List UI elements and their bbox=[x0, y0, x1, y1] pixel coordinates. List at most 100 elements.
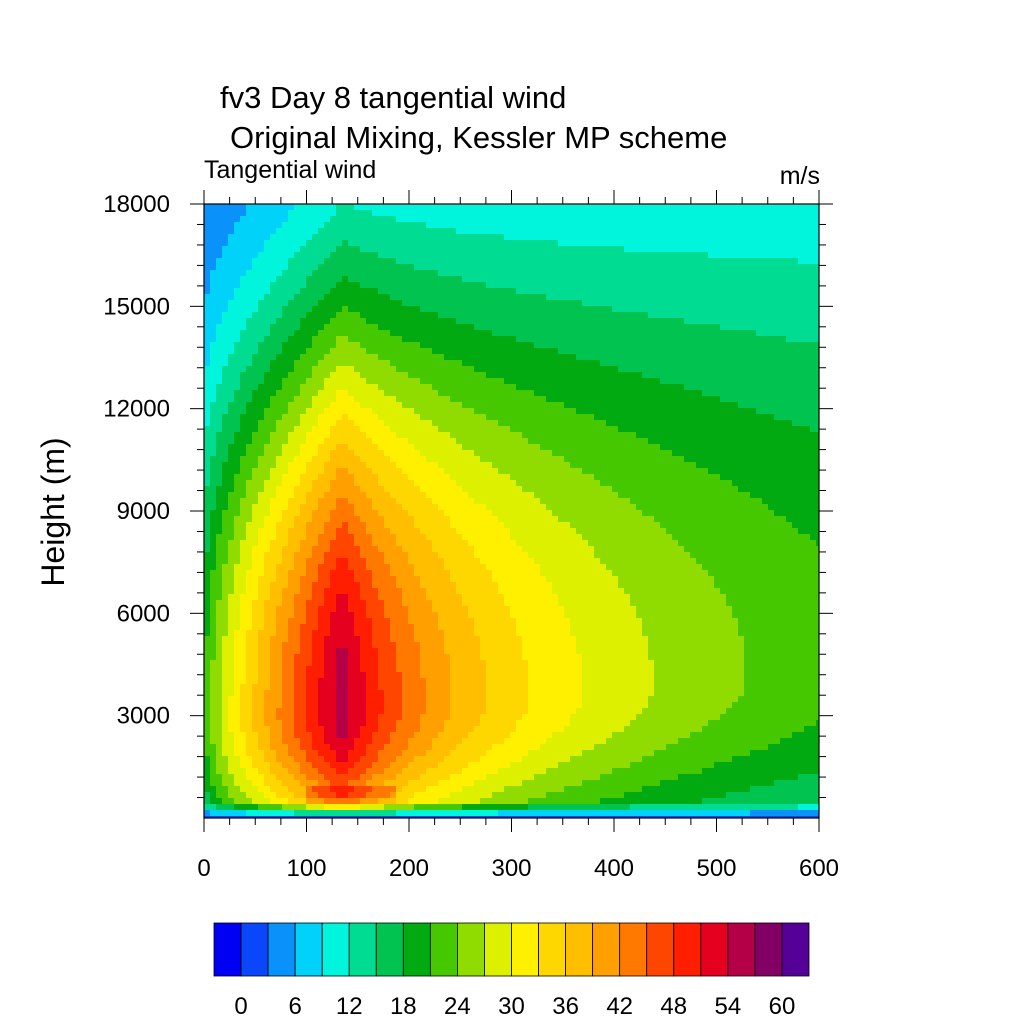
contour-cell bbox=[714, 240, 721, 247]
contour-cell bbox=[684, 426, 691, 433]
contour-cell bbox=[330, 324, 337, 331]
contour-cell bbox=[282, 348, 289, 355]
contour-cell bbox=[630, 360, 637, 367]
contour-cell bbox=[438, 480, 445, 487]
contour-cell bbox=[504, 222, 511, 229]
contour-cell bbox=[420, 372, 427, 379]
contour-cell bbox=[558, 204, 565, 211]
contour-cell bbox=[522, 270, 529, 277]
contour-cell bbox=[402, 378, 409, 385]
contour-cell bbox=[768, 432, 775, 439]
contour-cell bbox=[546, 462, 553, 469]
contour-cell bbox=[306, 438, 313, 445]
contour-cell bbox=[204, 348, 211, 355]
contour-cell bbox=[276, 222, 283, 229]
contour-cell bbox=[360, 306, 367, 313]
contour-cell bbox=[480, 288, 487, 295]
contour-cell bbox=[444, 402, 451, 409]
contour-cell bbox=[534, 294, 541, 301]
contour-cell bbox=[342, 324, 349, 331]
contour-cell bbox=[372, 486, 379, 493]
contour-cell bbox=[690, 468, 697, 475]
contour-cell bbox=[696, 432, 703, 439]
contour-cell bbox=[756, 438, 763, 445]
contour-cell bbox=[810, 378, 817, 385]
contour-cell bbox=[786, 474, 793, 481]
contour-cell bbox=[780, 360, 787, 367]
contour-cell bbox=[510, 270, 517, 277]
contour-cell bbox=[570, 426, 577, 433]
contour-cell bbox=[456, 300, 463, 307]
contour-cell bbox=[732, 312, 739, 319]
contour-cell bbox=[594, 342, 601, 349]
contour-cell bbox=[426, 396, 433, 403]
contour-cell bbox=[798, 468, 805, 475]
contour-cell bbox=[312, 354, 319, 361]
contour-cell bbox=[786, 468, 793, 475]
contour-cell bbox=[300, 312, 307, 319]
contour-cell bbox=[372, 258, 379, 265]
contour-cell bbox=[504, 228, 511, 235]
contour-cell bbox=[486, 456, 493, 463]
contour-cell bbox=[294, 330, 301, 337]
contour-cell bbox=[612, 210, 619, 217]
contour-cell bbox=[714, 480, 721, 487]
contour-cell bbox=[552, 474, 559, 481]
contour-cell bbox=[420, 234, 427, 241]
contour-cell bbox=[426, 312, 433, 319]
contour-cell bbox=[372, 438, 379, 445]
contour-cell bbox=[348, 216, 355, 223]
contour-cell bbox=[744, 318, 751, 325]
contour-cell bbox=[270, 378, 277, 385]
contour-cell bbox=[588, 456, 595, 463]
contour-cell bbox=[720, 294, 727, 301]
contour-cell bbox=[612, 456, 619, 463]
contour-cell bbox=[360, 270, 367, 277]
contour-cell bbox=[450, 420, 457, 427]
contour-cell bbox=[228, 258, 235, 265]
contour-cell bbox=[624, 408, 631, 415]
contour-cell bbox=[660, 282, 667, 289]
contour-cell bbox=[798, 294, 805, 301]
contour-cell bbox=[720, 288, 727, 295]
contour-cell bbox=[768, 450, 775, 457]
contour-cell bbox=[378, 474, 385, 481]
contour-cell bbox=[402, 468, 409, 475]
contour-cell bbox=[552, 432, 559, 439]
contour-cell bbox=[384, 330, 391, 337]
contour-cell bbox=[696, 246, 703, 253]
contour-cell bbox=[600, 276, 607, 283]
contour-cell bbox=[426, 246, 433, 253]
contour-cell bbox=[282, 480, 289, 487]
contour-cell bbox=[540, 378, 547, 385]
contour-cell bbox=[678, 342, 685, 349]
contour-cell bbox=[414, 216, 421, 223]
contour-cell bbox=[414, 486, 421, 493]
contour-cell bbox=[702, 234, 709, 241]
contour-cell bbox=[690, 234, 697, 241]
contour-cell bbox=[336, 348, 343, 355]
contour-cell bbox=[402, 438, 409, 445]
contour-cell bbox=[204, 252, 211, 259]
contour-cell bbox=[462, 330, 469, 337]
contour-cell bbox=[702, 438, 709, 445]
contour-cell bbox=[312, 240, 319, 247]
contour-cell bbox=[606, 234, 613, 241]
contour-cell bbox=[660, 360, 667, 367]
contour-cell bbox=[810, 336, 817, 343]
contour-cell bbox=[360, 396, 367, 403]
contour-cell bbox=[768, 402, 775, 409]
contour-cell bbox=[522, 366, 529, 373]
contour-cell bbox=[588, 258, 595, 265]
contour-cell bbox=[480, 468, 487, 475]
contour-cell bbox=[702, 426, 709, 433]
contour-cell bbox=[486, 300, 493, 307]
contour-cell bbox=[480, 204, 487, 211]
contour-cell bbox=[492, 366, 499, 373]
contour-cell bbox=[552, 450, 559, 457]
contour-cell bbox=[258, 414, 265, 421]
contour-cell bbox=[474, 270, 481, 277]
contour-cell bbox=[306, 474, 313, 481]
contour-cell bbox=[624, 348, 631, 355]
contour-cell bbox=[804, 414, 811, 421]
